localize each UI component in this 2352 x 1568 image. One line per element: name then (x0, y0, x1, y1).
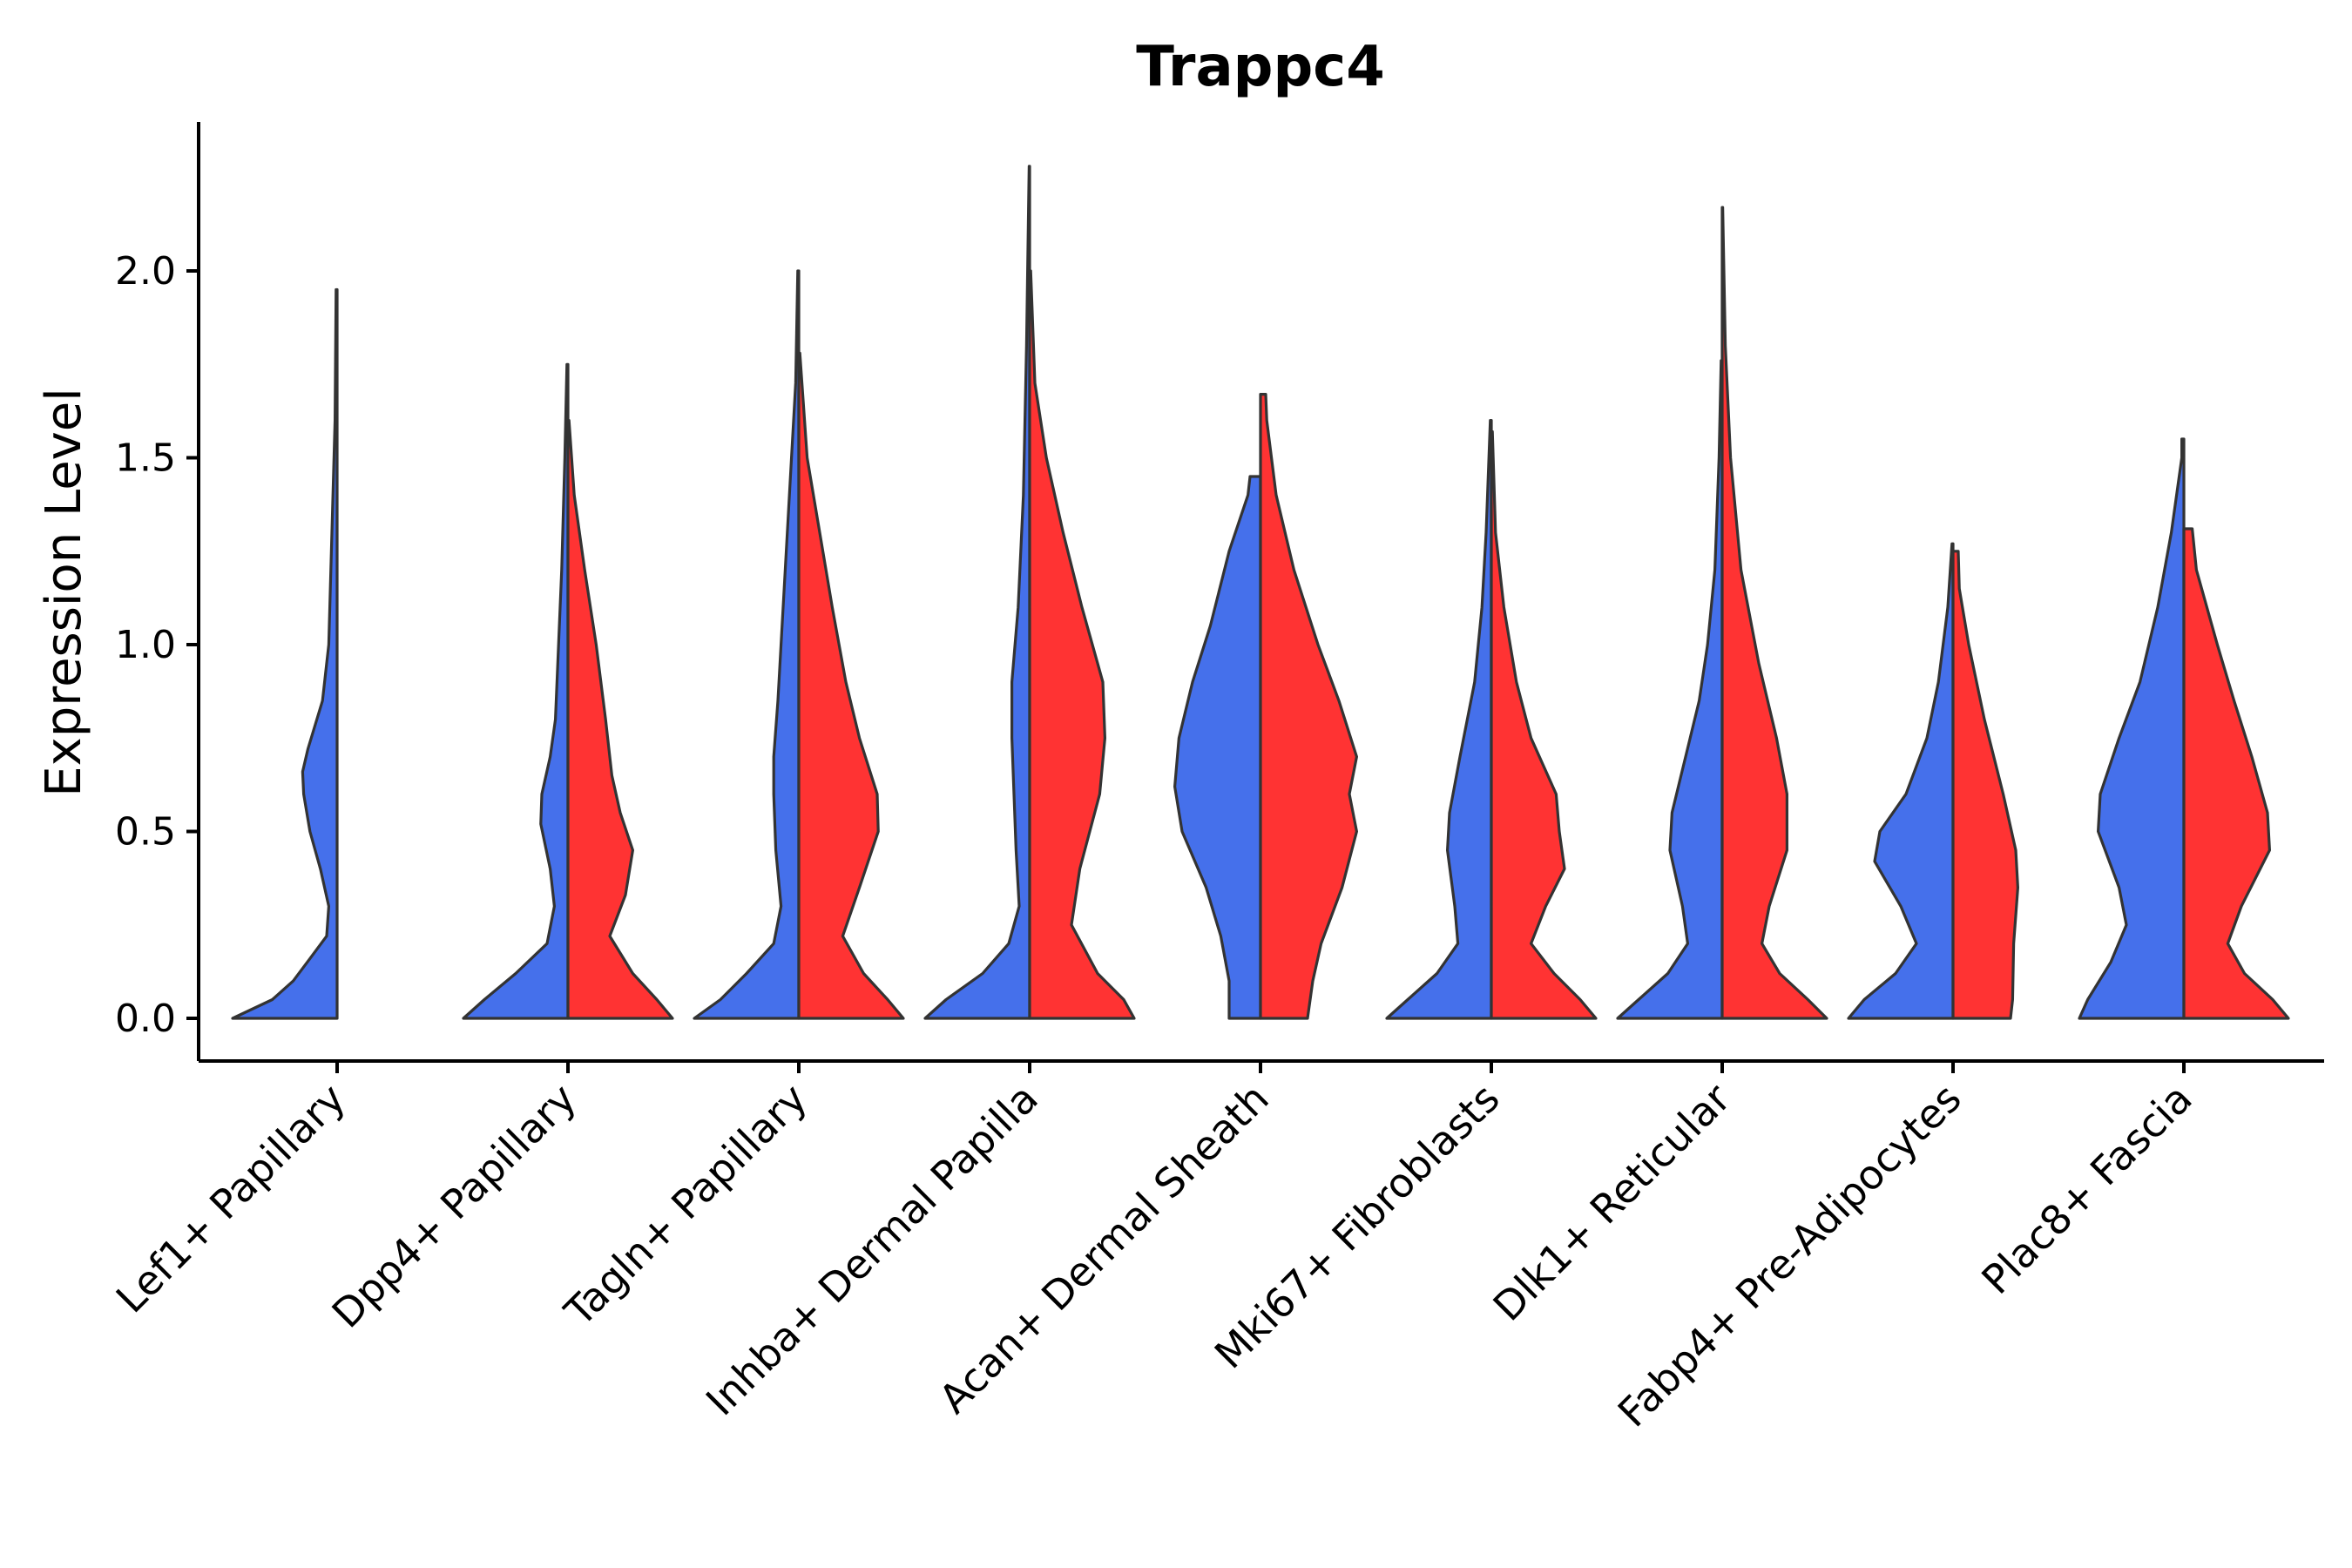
violin-8-right (2182, 527, 2290, 1020)
violin-8-left (2078, 437, 2186, 1020)
violin-0-left (231, 287, 339, 1020)
violin-1-right (566, 419, 674, 1020)
violin-3-right (1028, 269, 1136, 1020)
violin-6-left (1616, 359, 1724, 1020)
violin-1-left (462, 362, 570, 1020)
violin-4-left (1173, 475, 1262, 1020)
violin-4-right (1259, 393, 1358, 1020)
violin-2-left (693, 269, 801, 1020)
chart-title: Trappc4 (1136, 35, 1384, 99)
violins-layer (231, 165, 2290, 1020)
y-tick-label: 1.5 (115, 436, 176, 481)
x-tick-label: Dlk1+ Reticular (1484, 1075, 1740, 1330)
x-tick-label: Dpp4+ Papillary (323, 1075, 585, 1337)
violin-2-right (797, 351, 905, 1020)
violin-5-left (1385, 419, 1493, 1020)
violin-6-right (1720, 206, 1828, 1020)
y-axis-label: Expression Level (36, 388, 92, 797)
y-tick-label: 0.0 (115, 997, 176, 1041)
violin-7-left (1847, 542, 1955, 1020)
violin-3-left (923, 165, 1031, 1020)
y-tick-label: 0.5 (115, 810, 176, 855)
violin-5-right (1490, 429, 1598, 1020)
x-tick-label: Tagln+ Papillary (555, 1075, 816, 1336)
y-tick-label: 1.0 (115, 623, 176, 667)
x-tick-label: Lef1+ Papillary (107, 1075, 355, 1322)
violin-7-right (1951, 550, 2019, 1020)
x-tick-label: Plac8+ Fascia (1972, 1075, 2200, 1303)
y-tick-label: 2.0 (115, 249, 176, 294)
